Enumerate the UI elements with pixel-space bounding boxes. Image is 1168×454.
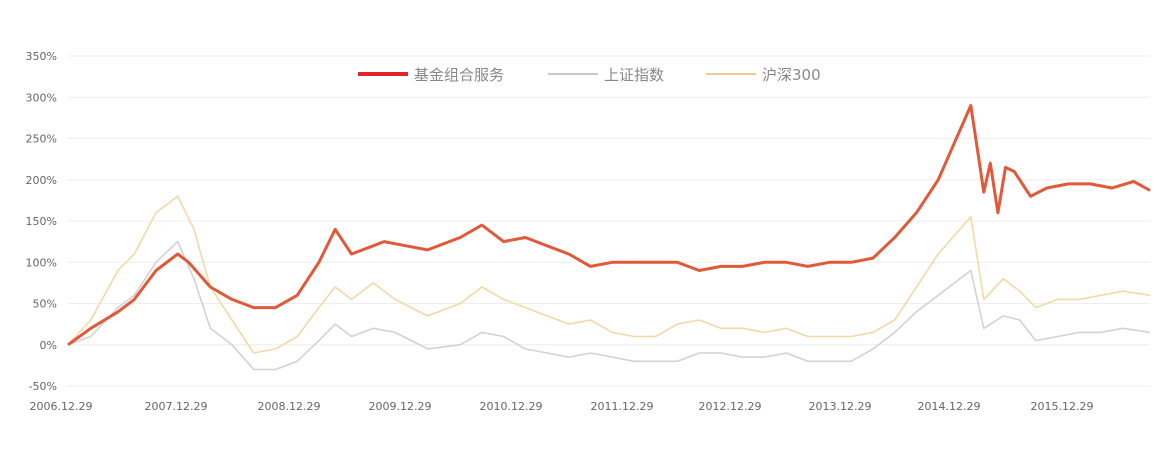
y-tick-label: 100% (26, 256, 57, 269)
legend-item-portfolio[interactable]: 基金组合服务 (358, 66, 504, 84)
series-lines (67, 104, 1151, 371)
legend-swatch-shanghai-index (548, 73, 598, 75)
y-tick-label: 250% (26, 133, 57, 146)
grid-lines (68, 55, 1150, 387)
y-tick-label: 0% (40, 339, 57, 352)
x-tick-label: 2009.12.29 (369, 400, 432, 413)
legend-item-csi300[interactable]: 沪深300 (706, 66, 821, 84)
legend-label-csi300: 沪深300 (762, 66, 821, 84)
series-line-portfolio (67, 104, 1151, 347)
series-line-csi300 (67, 195, 1151, 354)
x-tick-label: 2008.12.29 (258, 400, 321, 413)
x-tick-label: 2012.12.29 (699, 400, 762, 413)
legend-label-shanghai-index: 上证指数 (604, 66, 664, 84)
x-tick-label: 2010.12.29 (480, 400, 543, 413)
y-tick-label: 350% (26, 50, 57, 63)
legend-swatch-csi300 (706, 73, 756, 75)
y-tick-label: 300% (26, 91, 57, 104)
legend-item-shanghai-index[interactable]: 上证指数 (548, 66, 664, 84)
series-line-shanghai-index (67, 240, 1151, 371)
x-tick-label: 2006.12.29 (30, 400, 93, 413)
x-tick-label: 2007.12.29 (145, 400, 208, 413)
y-tick-label: 150% (26, 215, 57, 228)
legend: 基金组合服务 上证指数 沪深300 (358, 66, 821, 84)
y-tick-label: 50% (33, 298, 57, 311)
x-tick-label: 2011.12.29 (591, 400, 654, 413)
legend-label-portfolio: 基金组合服务 (414, 66, 504, 84)
y-axis-ticks: -50% 0% 50% 100% 150% 200% 250% 300% 350% (26, 50, 57, 393)
y-tick-label: 200% (26, 174, 57, 187)
x-tick-label: 2013.12.29 (809, 400, 872, 413)
legend-swatch-portfolio (358, 72, 408, 76)
x-axis-ticks: 2006.12.29 2007.12.29 2008.12.29 2009.12.29… (30, 400, 1094, 413)
y-tick-label: -50% (29, 380, 57, 393)
x-tick-label: 2015.12.29 (1031, 400, 1094, 413)
x-tick-label: 2014.12.29 (918, 400, 981, 413)
